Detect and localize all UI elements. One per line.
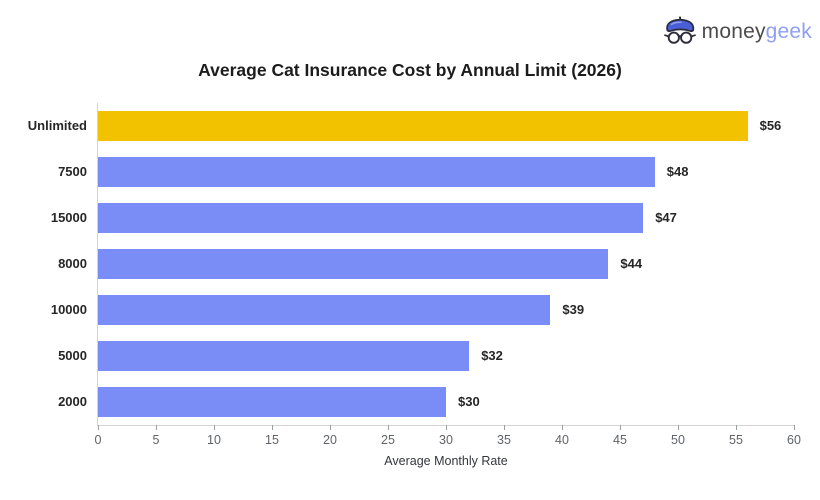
chart-title: Average Cat Insurance Cost by Annual Lim… — [198, 60, 622, 80]
plot-area: Average Monthly Rate Unlimited $56 7500 $48… — [28, 103, 801, 468]
moneygeek-logo[interactable]: moneygeek — [661, 12, 812, 52]
bar — [98, 203, 644, 233]
category-label: 5000 — [58, 348, 87, 363]
bar-value-label: $48 — [666, 164, 689, 179]
x-axis-tick-label: 45 — [613, 433, 627, 447]
bar — [98, 295, 551, 325]
x-axis-tick — [214, 425, 215, 430]
x-axis-tick-label: 15 — [265, 433, 279, 447]
x-axis-tick-label: 55 — [729, 433, 743, 447]
bar-value-label: $32 — [481, 348, 503, 363]
x-axis-tick — [272, 425, 273, 430]
x-axis-tick-label: 10 — [207, 433, 221, 447]
x-axis-tick — [620, 425, 621, 430]
bar — [98, 387, 446, 417]
bar — [98, 341, 470, 371]
x-axis-tick — [446, 425, 447, 430]
beret-and-glasses-icon — [661, 13, 699, 51]
bar-value-label: $39 — [562, 302, 585, 317]
category-label: 8000 — [58, 256, 87, 271]
x-axis-tick-label: 60 — [787, 433, 801, 447]
x-axis-tick — [330, 425, 331, 430]
bar-value-label: $44 — [620, 256, 643, 271]
x-axis-tick — [794, 425, 795, 430]
bar — [98, 111, 748, 141]
x-axis-tick-label: 30 — [439, 433, 453, 447]
x-axis-tick — [562, 425, 563, 430]
logo-wordmark: moneygeek — [702, 20, 812, 44]
category-label: Unlimited — [27, 118, 87, 133]
x-axis-tick-label: 5 — [152, 433, 160, 447]
category-label: 7500 — [58, 164, 87, 179]
x-axis-tick — [678, 425, 679, 430]
x-axis-tick-label: 35 — [497, 433, 511, 447]
x-axis-tick-label: 50 — [671, 433, 685, 447]
x-axis-tick-label: 40 — [555, 433, 569, 447]
x-axis-tick-label: 20 — [323, 433, 337, 447]
category-label: 2000 — [58, 394, 87, 409]
bar-value-label: $47 — [655, 210, 677, 225]
x-axis-tick — [736, 425, 737, 430]
x-axis-tick — [504, 425, 505, 430]
bar — [98, 157, 655, 187]
category-label: 15000 — [50, 210, 87, 225]
x-axis-tick — [98, 425, 99, 430]
category-label: 10000 — [50, 302, 87, 317]
x-axis-tick-label: 0 — [94, 433, 102, 447]
bar — [98, 249, 609, 279]
logo-word-geek: geek — [765, 20, 812, 43]
logo-word-money: money — [701, 20, 766, 43]
x-axis-tick — [156, 425, 157, 430]
bar-value-label: $56 — [759, 118, 782, 133]
x-axis-title: Average Monthly Rate — [384, 454, 508, 468]
bar-value-label: $30 — [458, 394, 480, 409]
x-axis-tick-label: 25 — [381, 433, 395, 447]
x-axis-tick — [388, 425, 389, 430]
